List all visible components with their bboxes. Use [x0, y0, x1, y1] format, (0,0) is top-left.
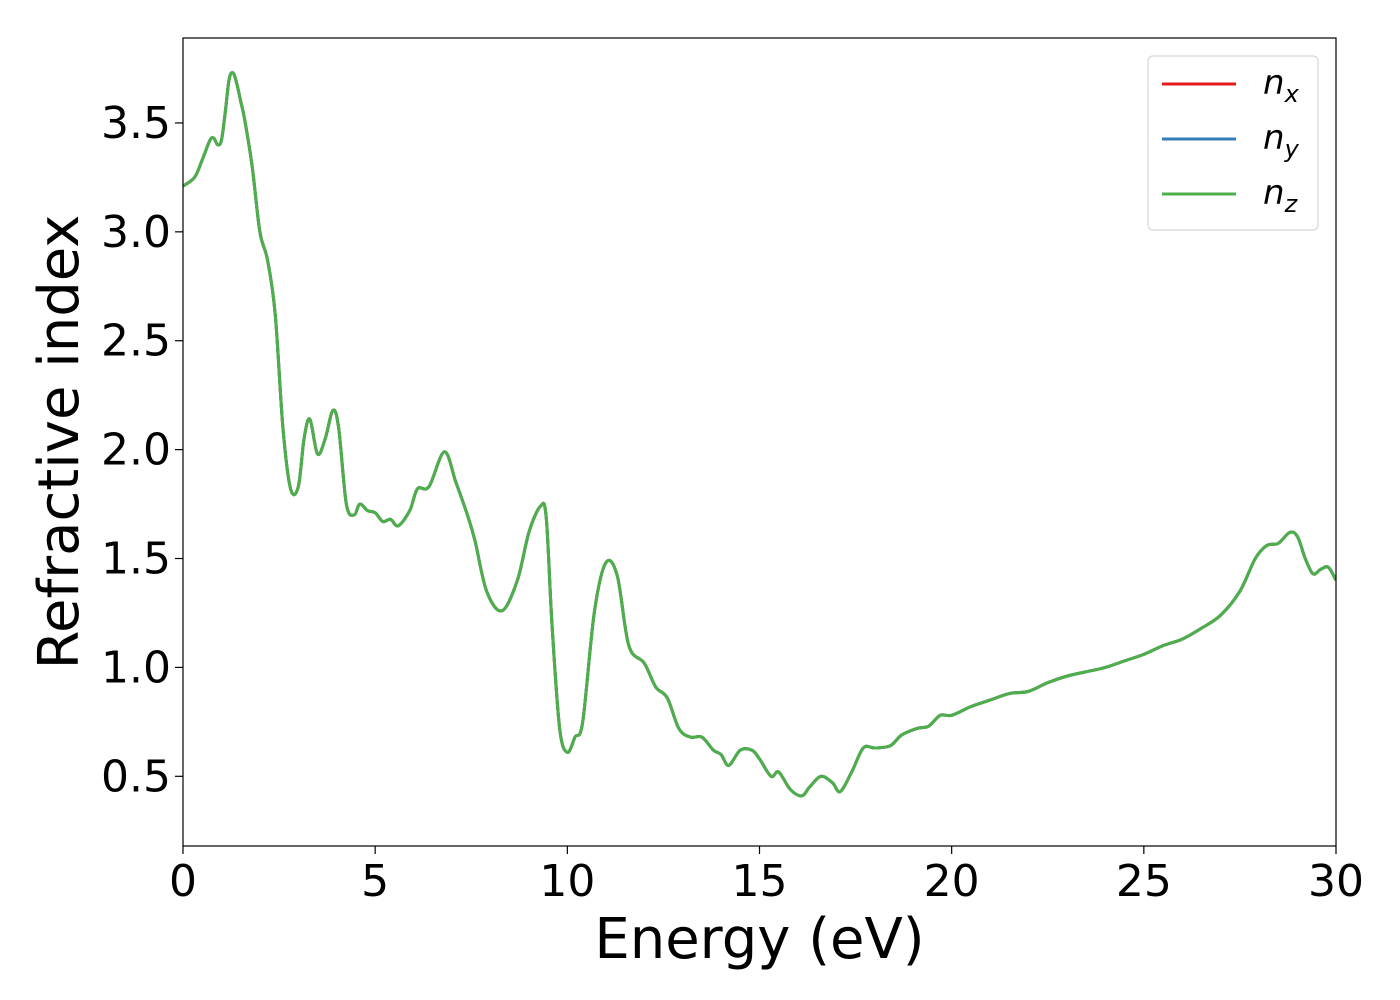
y-tick-label: 0.5 — [101, 751, 171, 802]
y-tick-label: 2.5 — [101, 316, 171, 367]
y-axis-ticks: 0.5 1.0 1.5 2.0 2.5 3.0 3.5 — [101, 98, 183, 802]
x-tick-label: 30 — [1308, 856, 1364, 907]
x-tick-label: 15 — [732, 856, 788, 907]
y-tick-label: 2.0 — [101, 425, 171, 476]
x-tick-label: 0 — [169, 856, 197, 907]
y-tick-label: 1.5 — [101, 534, 171, 585]
series-layer — [183, 71, 1336, 798]
y-tick-label: 3.0 — [101, 207, 171, 258]
legend: nx ny nz — [1147, 55, 1319, 231]
x-tick-label: 5 — [361, 856, 389, 907]
y-axis-title: Refractive index — [27, 215, 92, 670]
series-line-nz — [183, 71, 1336, 798]
legend-box — [1147, 55, 1319, 231]
x-tick-label: 20 — [924, 856, 980, 907]
legend-label-nz: nz — [1263, 173, 1299, 218]
x-tick-label: 10 — [539, 856, 595, 907]
x-tick-label: 25 — [1116, 856, 1172, 907]
legend-label-nx: nx — [1263, 63, 1300, 108]
legend-label-ny: ny — [1263, 118, 1300, 163]
y-tick-label: 1.0 — [101, 642, 171, 693]
x-axis-title: Energy (eV) — [594, 907, 924, 972]
y-tick-label: 3.5 — [101, 98, 171, 149]
x-axis-ticks: 0 5 10 15 20 25 30 — [169, 846, 1364, 907]
